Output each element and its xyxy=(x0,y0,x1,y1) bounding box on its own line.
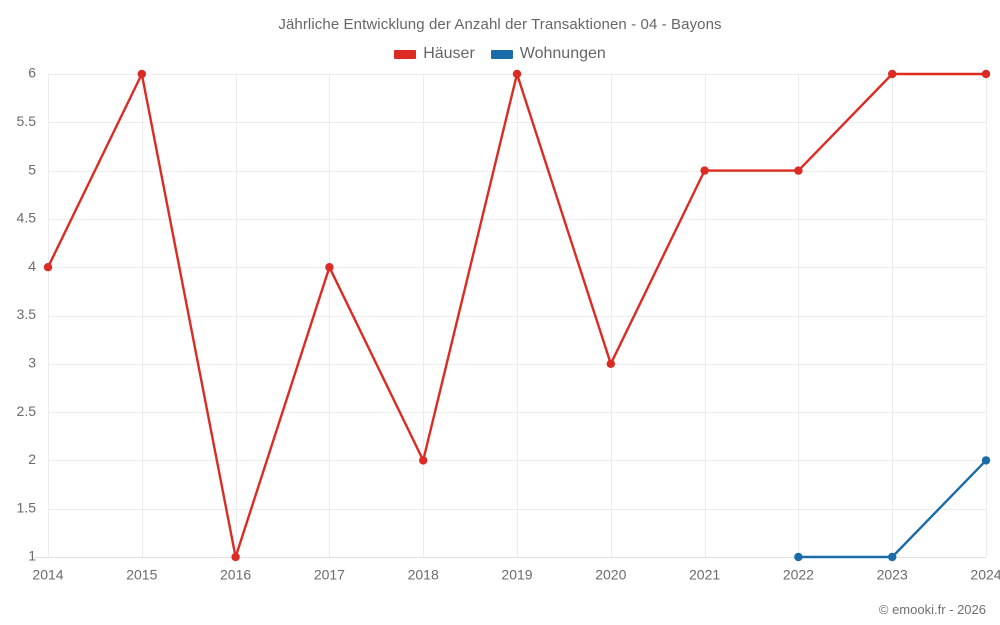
chart-title: Jährliche Entwicklung der Anzahl der Tra… xyxy=(278,16,722,33)
x-axis-tick-label: 2020 xyxy=(595,566,626,582)
data-point-marker[interactable] xyxy=(888,69,897,79)
legend-item-hauser[interactable]: Häuser xyxy=(394,45,475,63)
x-axis-tick-label: 2021 xyxy=(689,566,720,582)
data-point-marker[interactable] xyxy=(419,456,428,465)
data-point-marker[interactable] xyxy=(794,552,803,562)
x-axis-tick-label: 2016 xyxy=(220,566,251,582)
data-point-marker[interactable] xyxy=(606,359,615,368)
x-axis-tick-label: 2015 xyxy=(126,566,157,582)
legend-swatch-wohnungen xyxy=(490,49,513,59)
y-axis-tick-label: 6 xyxy=(28,65,36,81)
legend-swatch-hauser xyxy=(394,49,417,59)
x-axis-tick-label: 2019 xyxy=(501,566,532,582)
x-axis-tick-label: 2017 xyxy=(314,566,345,582)
y-axis-tick-label: 1.5 xyxy=(17,499,37,515)
data-point-marker[interactable] xyxy=(137,69,146,79)
footer-credit: © emooki.fr - 2026 xyxy=(878,602,986,617)
x-axis-tick-label: 2024 xyxy=(970,566,1000,582)
legend-label-wohnungen: Wohnungen xyxy=(519,45,606,62)
data-point-marker[interactable] xyxy=(794,166,803,175)
legend-item-wohnungen[interactable]: Wohnungen xyxy=(490,45,606,63)
chart-legend: Häuser Wohnungen xyxy=(0,45,1000,63)
data-point-marker[interactable] xyxy=(700,166,709,175)
x-axis-tick-label: 2022 xyxy=(783,566,814,582)
y-axis-tick-label: 5 xyxy=(28,161,36,177)
y-axis-tick-label: 4.5 xyxy=(17,210,37,226)
data-point-marker[interactable] xyxy=(325,263,334,272)
data-point-marker[interactable] xyxy=(231,552,240,562)
data-point-marker[interactable] xyxy=(888,552,897,562)
y-axis-tick-label: 4 xyxy=(28,258,36,274)
legend-label-hauser: Häuser xyxy=(423,45,475,62)
data-point-marker[interactable] xyxy=(981,69,991,79)
y-axis-tick-label: 1 xyxy=(28,548,36,564)
data-point-marker[interactable] xyxy=(512,69,522,79)
y-axis-tick-label: 3.5 xyxy=(17,306,37,322)
y-axis-tick-label: 2 xyxy=(28,451,36,467)
x-axis-tick-label: 2014 xyxy=(32,566,63,582)
y-axis-tick-label: 5.5 xyxy=(17,113,37,129)
data-point-marker[interactable] xyxy=(43,263,53,272)
data-point-marker[interactable] xyxy=(981,456,991,465)
y-axis-tick-label: 3 xyxy=(28,355,36,371)
x-axis-tick-label: 2023 xyxy=(877,566,908,582)
y-axis-tick-label: 2.5 xyxy=(17,403,37,419)
x-axis-tick-label: 2018 xyxy=(408,566,439,582)
